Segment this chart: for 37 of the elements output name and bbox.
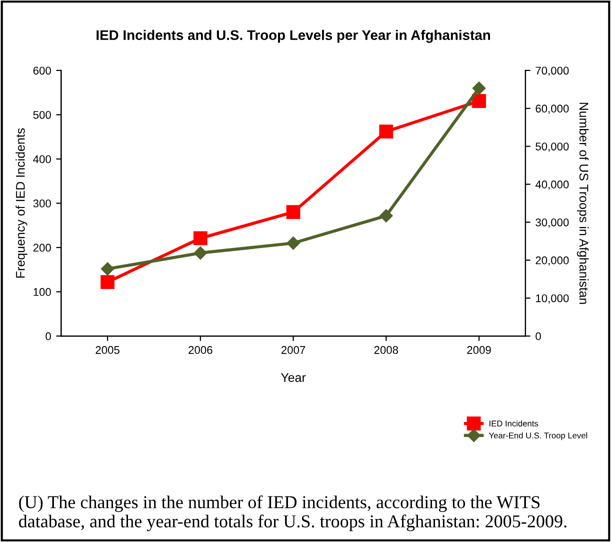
point [193, 231, 208, 246]
x-tick-label: 2006 [188, 346, 212, 354]
point [380, 209, 393, 222]
chart-title: IED Incidents and U.S. Troop Levels per Year in Afghanistan [96, 30, 490, 43]
x-tick-label: 2007 [281, 346, 306, 354]
point [472, 82, 486, 95]
y-axis-title: Frequency of IED Incidents [16, 128, 28, 278]
y2-tick-label: 30,000 [536, 218, 569, 228]
y2-tick-label: 0 [536, 332, 541, 340]
point [472, 94, 486, 108]
y-tick-label: 600 [33, 66, 51, 75]
x-axis-title: Year [280, 373, 306, 382]
y2-axis-title: Number of US Troops in Afghanistan [576, 102, 589, 304]
y2-tick-label: 10,000 [536, 294, 569, 304]
y2-tick-label: 60,000 [536, 104, 569, 114]
point [286, 205, 300, 220]
x-tick-label: 2008 [374, 346, 398, 354]
x-tick-label: 2005 [96, 346, 120, 354]
point [100, 262, 114, 276]
text: (U) The changes in the number of IED incidents, according to the WITS database, and the year-end totals for U.S. troops in Afghanistan: 2005-2009. [18, 495, 566, 532]
y2-tick-label: 40,000 [535, 180, 569, 190]
point [379, 124, 394, 138]
point [194, 246, 207, 260]
y-tick-label: 100 [34, 288, 51, 296]
legend-label: IED Incidents [490, 420, 538, 426]
y-tick-label: 300 [33, 200, 51, 208]
y-tick-label: 400 [33, 155, 51, 164]
y2-tick-label: 50,000 [536, 142, 569, 152]
y-tick-label: 200 [33, 244, 51, 252]
point [286, 236, 300, 250]
y2-tick-label: 20,000 [536, 256, 569, 266]
x-tick-label: 2009 [467, 346, 491, 354]
point [100, 275, 114, 289]
y-tick-label: 500 [33, 110, 51, 119]
y-tick-label: 0 [46, 332, 51, 340]
y2-tick-label: 70,000 [536, 66, 569, 76]
legend-label: Year-End U.S. Troop Level [488, 432, 588, 440]
